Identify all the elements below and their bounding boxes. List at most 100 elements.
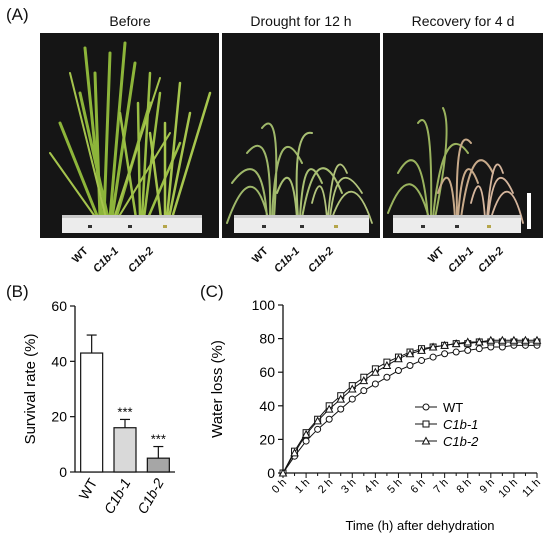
- data-point: [371, 380, 379, 388]
- data-point: [452, 348, 460, 356]
- series-line: [282, 339, 537, 474]
- x-tick-label: 6 h: [408, 477, 427, 496]
- x-tick-label: 1 h: [293, 477, 312, 496]
- data-point: [383, 373, 391, 381]
- plant-photo-before: [40, 33, 219, 238]
- data-point: [325, 415, 333, 423]
- data-point: [463, 337, 473, 346]
- x-tick-label: 10 h: [496, 477, 520, 501]
- y-tick-label: 20: [259, 431, 275, 447]
- data-point: [464, 346, 472, 354]
- photo-title-drought: Drought for 12 h: [250, 13, 352, 29]
- data-point: [418, 356, 426, 364]
- y-tick-label: 20: [51, 409, 67, 425]
- data-point: [314, 425, 322, 433]
- data-point: [509, 335, 519, 344]
- data-point: [348, 395, 356, 403]
- data-point: [417, 345, 426, 354]
- series-wt: [279, 341, 541, 477]
- data-point: [441, 350, 449, 358]
- y-tick-label: 40: [259, 398, 275, 414]
- x-tick-label: 5 h: [385, 477, 404, 496]
- data-point: [290, 448, 299, 457]
- genotype-label-c1b-2: C1b-2: [306, 245, 337, 276]
- scale-bar: [527, 193, 531, 229]
- y-tick-label: 60: [51, 298, 67, 314]
- y-tick-label: 100: [252, 297, 276, 313]
- genotype-label-c1b-2: C1b-2: [126, 245, 157, 276]
- survival-rate-bar-chart: 0 20 40 60 Survival rate (%) WT *** C1b-1 *** C1b…: [22, 298, 175, 517]
- data-point: [313, 416, 322, 425]
- data-point: [324, 404, 334, 413]
- y-tick-label: 60: [259, 364, 275, 380]
- data-point: [498, 335, 507, 344]
- genotype-label-wt: WT: [425, 245, 447, 266]
- legend-marker: [422, 420, 430, 428]
- data-point: [429, 353, 437, 361]
- data-point: [532, 335, 542, 344]
- x-tick-label: 11 h: [520, 477, 543, 500]
- genotype-label-c1b-1: C1b-1: [272, 245, 303, 276]
- x-tick-label: 7 h: [431, 477, 450, 496]
- x-tick-label: 2 h: [316, 477, 335, 496]
- data-point: [440, 340, 449, 349]
- photo-title-recovery: Recovery for 4 d: [411, 13, 515, 29]
- series-c1b-2: [278, 335, 542, 477]
- data-point: [406, 361, 414, 369]
- y-tick-label: 0: [267, 465, 275, 481]
- significance-label: ***: [151, 432, 166, 447]
- data-point: [302, 437, 310, 445]
- bar: [146, 457, 170, 473]
- plant-photo-drought: [222, 33, 380, 238]
- photo-title-before: Before: [109, 13, 151, 29]
- data-point: [486, 335, 496, 344]
- data-point: [337, 405, 345, 413]
- panel-a-letter: (A): [6, 5, 29, 24]
- series-c1b-1: [279, 338, 541, 477]
- data-point: [405, 349, 415, 358]
- data-point: [474, 337, 484, 346]
- x-tick-label: 4 h: [362, 477, 381, 496]
- data-point: [371, 367, 380, 376]
- legend-label: WT: [443, 400, 463, 415]
- genotype-label-c1b-2: C1b-2: [476, 245, 507, 276]
- data-point: [360, 387, 368, 395]
- y-axis-label: Water loss (%): [209, 340, 226, 438]
- data-point: [394, 354, 403, 363]
- genotype-label-c1b-1: C1b-1: [446, 245, 477, 276]
- data-point: [278, 468, 288, 477]
- y-axis-label: Survival rate (%): [22, 334, 39, 445]
- data-point: [359, 376, 369, 385]
- series-line: [282, 341, 537, 474]
- significance-label: ***: [117, 404, 132, 419]
- bar: [113, 427, 137, 473]
- genotype-label-c1b-1: C1b-1: [91, 245, 122, 276]
- data-point: [451, 339, 461, 348]
- data-point: [382, 360, 392, 369]
- x-tick-label: C1b-2: [134, 475, 167, 516]
- x-axis-label: Time (h) after dehydration: [345, 518, 494, 533]
- y-tick-label: 0: [59, 464, 67, 480]
- data-point: [301, 429, 311, 438]
- legend-label: C1b-2: [443, 434, 479, 449]
- data-point: [428, 342, 438, 351]
- panel-b-letter: (B): [6, 282, 29, 301]
- y-tick-label: 40: [51, 353, 67, 369]
- data-point: [347, 384, 357, 393]
- y-tick-label: 80: [259, 331, 275, 347]
- data-point: [475, 345, 483, 353]
- plant-photo-recovery: [383, 33, 543, 238]
- x-tick-label: 8 h: [455, 477, 474, 496]
- data-point: [394, 367, 402, 375]
- genotype-label-wt: WT: [69, 245, 91, 266]
- bar: [80, 352, 104, 473]
- legend-label: C1b-1: [443, 417, 478, 432]
- legend-marker: [421, 436, 431, 445]
- x-tick-label: C1b-1: [101, 476, 134, 517]
- x-tick-label: 3 h: [339, 477, 358, 496]
- x-tick-label: WT: [76, 475, 101, 502]
- data-point: [521, 335, 530, 344]
- data-point: [336, 394, 346, 403]
- x-tick-label: 9 h: [478, 477, 497, 496]
